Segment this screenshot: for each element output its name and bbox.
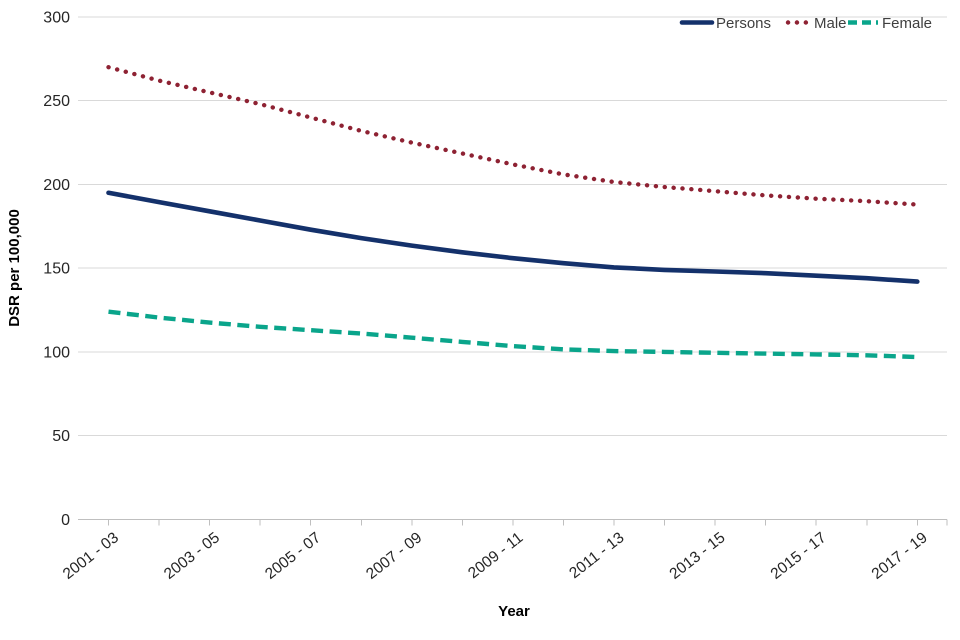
legend-label: Female xyxy=(882,15,932,32)
y-tick-label: 200 xyxy=(43,177,70,194)
legend-item-persons: Persons xyxy=(679,15,771,32)
y-tick-label: 0 xyxy=(61,512,70,529)
legend-item-female: Female xyxy=(848,15,932,32)
y-tick-label: 250 xyxy=(43,93,70,110)
y-tick-label: 150 xyxy=(43,261,70,278)
series-persons-line xyxy=(106,190,920,284)
legend: Persons Male Female xyxy=(679,15,932,32)
y-tick-label: 50 xyxy=(52,428,70,445)
legend-label: Male xyxy=(814,15,847,32)
series-female-line xyxy=(108,309,918,360)
y-axis-title: DSR per 100,000 xyxy=(6,209,23,327)
legend-item-male: Male xyxy=(785,15,847,32)
legend-label: Persons xyxy=(716,15,771,32)
x-axis-title: Year xyxy=(498,603,530,620)
y-tick-label: 300 xyxy=(43,10,70,27)
y-tick-label: 100 xyxy=(43,344,70,361)
